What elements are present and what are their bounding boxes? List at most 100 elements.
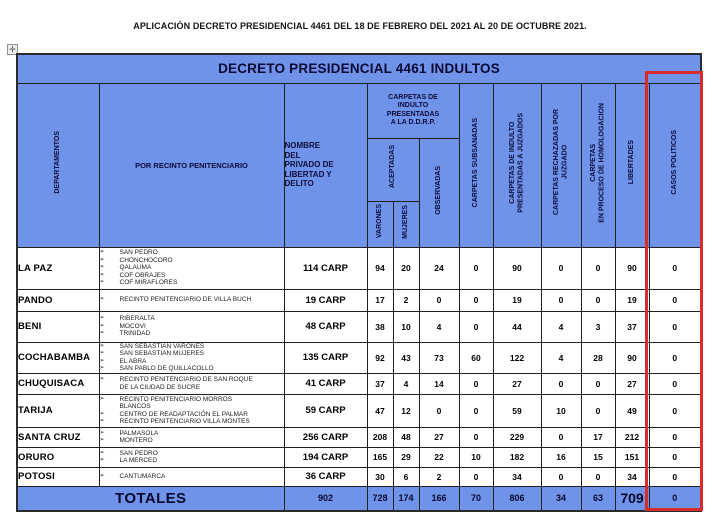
- value-cell: 0: [648, 446, 702, 468]
- col-header-aceptadas: ACEPTADAS: [366, 137, 420, 202]
- arrow-bullet-icon: ➢: [99, 256, 105, 263]
- table-row: PANDO ➢ RECINTO PENITENCIARIO DE VILLA BU…: [16, 288, 702, 312]
- homologacion-label: CARPETAS EN PROCESO DE HOMOLOGACION: [589, 102, 606, 223]
- totals-value-cell: 70: [458, 485, 494, 512]
- col-header-observadas: OBSERVADAS: [418, 137, 460, 248]
- table-row: POTOSI ➢ CANTUMARCA 36 CARP 30 6 2 0 34 0…: [16, 466, 702, 487]
- recinto-item: ➢ SAN SEBASTIAN MUJERES: [99, 350, 205, 357]
- juzgados-label: CARPETAS DE INDULTO PRESENTADAS A JUZGAD…: [508, 112, 525, 213]
- rechazadas-label: CARPETAS RECHAZADAS POR JUZGADO: [552, 109, 569, 216]
- recinto-item: ➢ MONTERO: [99, 437, 153, 444]
- recinto-item: ➢ COF OBRAJES: [99, 271, 166, 279]
- nombre-label: NOMBRE DEL PRIVADO DE LIBERTAD Y DELITO: [284, 141, 334, 189]
- value-cell: 208: [366, 426, 394, 448]
- recintos-list: ➢ RECINTO PENITENCIARIO MORROS BLANCOS ➢ C…: [98, 393, 285, 428]
- recintos-list: ➢ SAN SEBASTIAN VARONES ➢ SAN SEBASTIAN MU…: [98, 341, 285, 374]
- table-title: DECRETO PRESIDENCIAL 4461 INDULTOS: [16, 53, 702, 84]
- recintos-list: ➢ RECINTO PENITENCIARIO DE VILLA BUCH: [98, 288, 285, 312]
- value-cell: 4: [392, 372, 420, 395]
- value-cell: 0: [458, 466, 494, 487]
- department-name: BENI: [16, 310, 100, 343]
- col-header-rechazadas: CARPETAS RECHAZADAS POR JUZGADO: [540, 82, 582, 248]
- col-header-libertades: LIBERTADES: [614, 82, 650, 248]
- carp-count: 41 CARP: [283, 372, 368, 395]
- value-cell: 6: [392, 466, 420, 487]
- recintos-list: ➢ RECINTO PENITENCIARIO DE SAN ROQUE DE L…: [98, 372, 285, 395]
- arrow-bullet-icon: ➢: [99, 315, 105, 322]
- value-cell: 59: [492, 393, 542, 428]
- recintos-list: ➢ SAN PEDRO ➢ CHONCHOCORO ➢ QALAUMA ➢ COF OB…: [98, 246, 285, 290]
- recinto-item: ➢ RIBERALTA: [99, 315, 155, 323]
- totals-value-cell: 166: [418, 485, 460, 512]
- recinto-item: ➢ COF MIRAFLORES: [99, 279, 178, 287]
- recintos-list: ➢ CANTUMARCA: [98, 466, 285, 487]
- table-move-handle-icon[interactable]: ✛: [7, 44, 18, 55]
- page-title: APLICACIÓN DECRETO PRESIDENCIAL 4461 DEL…: [133, 21, 587, 31]
- value-cell: 90: [614, 341, 650, 374]
- observadas-label: OBSERVADAS: [434, 165, 442, 215]
- totals-row: TOTALES 902 728 174 166 70 806 34 63 709…: [16, 485, 702, 512]
- value-cell: 2: [418, 466, 460, 487]
- value-cell: 4: [418, 310, 460, 343]
- recinto-item: ➢ PALMASOLA: [99, 429, 159, 437]
- value-cell: 0: [458, 393, 494, 428]
- value-cell: 0: [648, 310, 702, 343]
- carp-count: 48 CARP: [283, 310, 368, 343]
- arrow-bullet-icon: ➢: [99, 350, 105, 356]
- recinto-item: ➢ CHONCHOCORO: [99, 256, 173, 264]
- libertades-label: LIBERTADES: [627, 140, 635, 185]
- value-cell: 0: [540, 466, 582, 487]
- arrow-bullet-icon: ➢: [99, 342, 105, 349]
- value-cell: 0: [648, 426, 702, 448]
- value-cell: 30: [366, 466, 394, 487]
- col-header-nombre: NOMBRE DEL PRIVADO DE LIBERTAD Y DELITO: [283, 82, 368, 248]
- value-cell: 0: [648, 393, 702, 428]
- totals-label: TOTALES: [16, 485, 285, 512]
- departamentos-label: DEPARTAMENTOS: [54, 131, 61, 194]
- col-header-homologacion: CARPETAS EN PROCESO DE HOMOLOGACION: [580, 82, 616, 248]
- department-name: COCHABAMBA: [16, 341, 100, 374]
- value-cell: 0: [580, 393, 616, 428]
- aceptadas-label: ACEPTADAS: [388, 145, 396, 189]
- value-cell: 0: [458, 288, 494, 312]
- subsanadas-label: CARPETAS SUBSANADAS: [471, 117, 479, 208]
- carp-count: 135 CARP: [283, 341, 368, 374]
- value-cell: 2: [392, 288, 420, 312]
- value-cell: 0: [540, 426, 582, 448]
- col-header-varones: VARONES: [366, 200, 394, 248]
- value-cell: 48: [392, 426, 420, 448]
- value-cell: 3: [580, 310, 616, 343]
- recinto-item: ➢ RECINTO PENITENCIARIO VILLA MONTES: [99, 418, 250, 425]
- value-cell: 0: [648, 372, 702, 395]
- value-cell: 182: [492, 446, 542, 468]
- value-cell: 60: [458, 341, 494, 374]
- value-cell: 12: [392, 393, 420, 428]
- value-cell: 34: [492, 466, 542, 487]
- recinto-item: ➢ SAN PEDRO: [99, 449, 158, 457]
- value-cell: 17: [366, 288, 394, 312]
- value-cell: 0: [540, 372, 582, 395]
- col-header-carpetas-ddrp: CARPETAS DE INDULTO PRESENTADAS A LA D.D…: [366, 82, 460, 139]
- totals-value-cell: 806: [492, 485, 542, 512]
- value-cell: 49: [614, 393, 650, 428]
- arrow-bullet-icon: ➢: [99, 330, 105, 337]
- table-row: ORURO ➢ SAN PEDRO ➢ LA MERCED 194 CARP 165…: [16, 446, 702, 468]
- totals-value-cell: 0: [648, 485, 702, 512]
- arrow-bullet-icon: ➢: [99, 472, 105, 479]
- arrow-bullet-icon: ➢: [99, 395, 105, 402]
- recinto-item: ➢ MOCOVI: [99, 322, 146, 330]
- value-cell: 0: [580, 372, 616, 395]
- recinto-item: ➢ SAN PABLO DE QUILLACOLLO: [99, 365, 214, 372]
- carp-count: 114 CARP: [283, 246, 368, 290]
- value-cell: 0: [418, 393, 460, 428]
- value-cell: 19: [492, 288, 542, 312]
- totals-value-cell: 728: [366, 485, 394, 512]
- value-cell: 0: [458, 372, 494, 395]
- arrow-bullet-icon: ➢: [99, 357, 105, 364]
- value-cell: 37: [614, 310, 650, 343]
- arrow-bullet-icon: ➢: [99, 279, 105, 286]
- col-header-mujeres: MUJERES: [392, 200, 420, 248]
- value-cell: 27: [492, 372, 542, 395]
- value-cell: 94: [366, 246, 394, 290]
- recinto-item: ➢ RECINTO PENITENCIARIO DE VILLA BUCH: [99, 296, 252, 304]
